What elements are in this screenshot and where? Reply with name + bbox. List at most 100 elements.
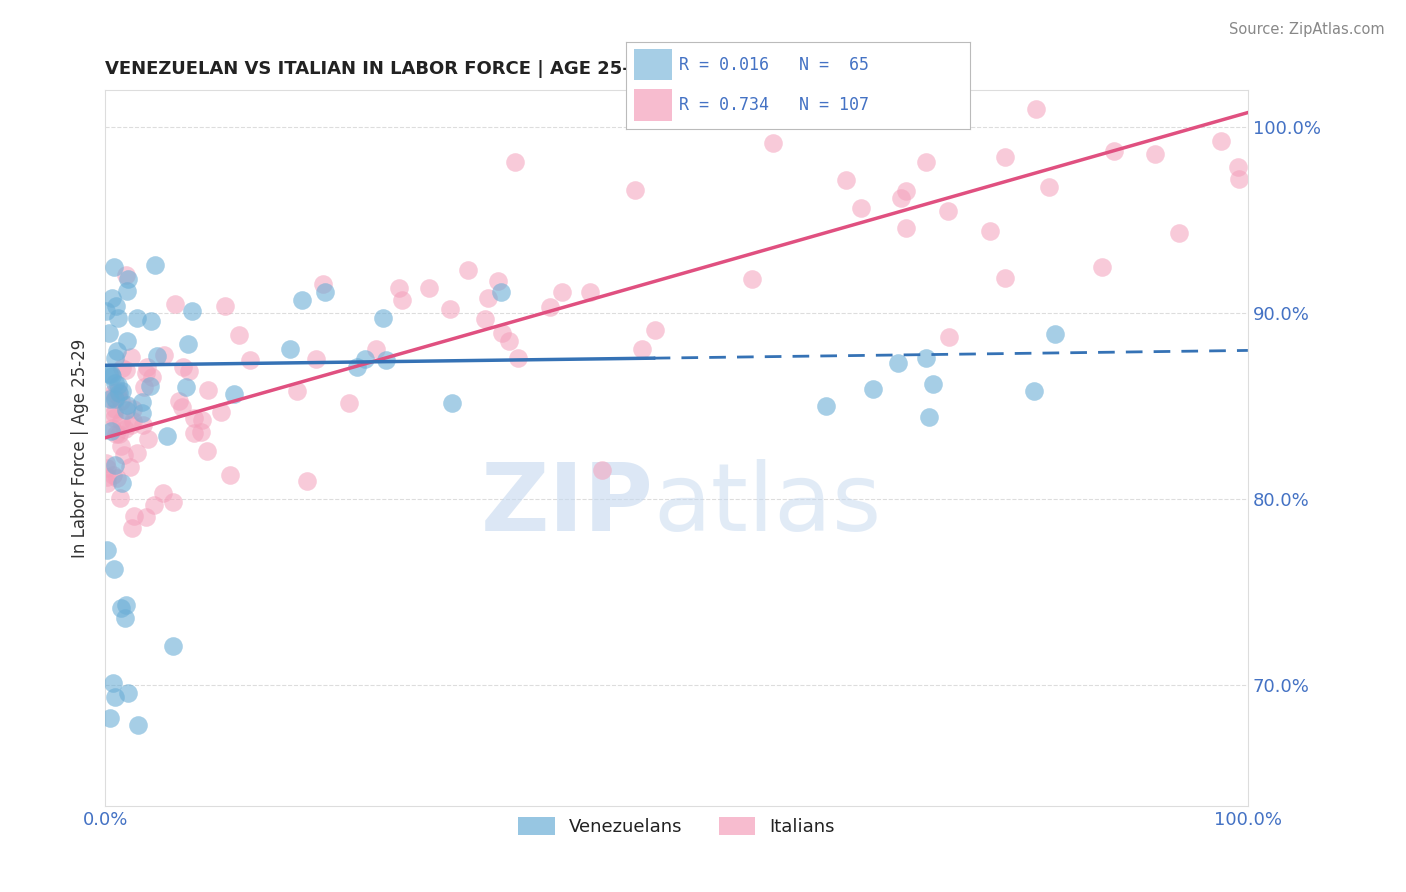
Point <box>388 281 411 295</box>
Point <box>167 393 190 408</box>
Bar <box>634 49 672 80</box>
Point <box>291 293 314 307</box>
Y-axis label: In Labor Force | Age 25-29: In Labor Force | Age 25-29 <box>72 338 89 558</box>
Point <box>890 191 912 205</box>
Point <box>96 304 118 318</box>
Point <box>761 136 783 150</box>
Point <box>1144 147 1167 161</box>
Point <box>491 326 513 340</box>
Point <box>1167 227 1189 241</box>
Point <box>894 220 917 235</box>
Point <box>938 330 960 344</box>
Point <box>117 285 139 299</box>
Point <box>104 690 127 704</box>
Point <box>1091 260 1114 274</box>
Point <box>103 406 125 420</box>
Text: ZIP: ZIP <box>481 459 654 551</box>
Point <box>550 285 572 300</box>
Point <box>1025 102 1047 116</box>
Point <box>922 376 945 391</box>
Point <box>195 443 218 458</box>
Point <box>117 272 139 286</box>
Point <box>1102 144 1125 158</box>
Point <box>418 281 440 295</box>
Point <box>181 304 204 318</box>
Point <box>172 401 194 415</box>
Point <box>97 326 120 340</box>
Point <box>222 387 245 401</box>
Point <box>105 343 128 358</box>
Point <box>107 384 129 398</box>
Point <box>136 360 159 375</box>
Point <box>371 310 394 325</box>
Point <box>104 402 127 417</box>
Point <box>101 676 124 690</box>
Point <box>177 364 200 378</box>
Point <box>486 274 509 288</box>
Point <box>131 395 153 409</box>
Point <box>107 389 129 403</box>
Point <box>835 172 858 186</box>
Point <box>136 432 159 446</box>
Point <box>121 414 143 428</box>
Point <box>111 384 134 398</box>
Point <box>305 352 328 367</box>
Point <box>849 201 872 215</box>
Point <box>190 425 212 440</box>
Point <box>591 463 613 477</box>
Point <box>135 509 157 524</box>
Point <box>139 379 162 393</box>
Point <box>103 562 125 576</box>
Point <box>503 155 526 169</box>
Point <box>489 285 512 300</box>
Point <box>101 421 124 435</box>
Point <box>107 311 129 326</box>
Point <box>624 183 647 197</box>
Point <box>314 285 336 300</box>
Point <box>142 499 165 513</box>
Point <box>894 184 917 198</box>
Point <box>110 440 132 454</box>
Point <box>108 491 131 506</box>
Point <box>162 640 184 654</box>
Point <box>1024 384 1046 399</box>
Point <box>114 599 136 613</box>
Point <box>337 396 360 410</box>
Point <box>174 380 197 394</box>
Point <box>862 382 884 396</box>
Point <box>98 392 121 406</box>
Point <box>104 351 127 365</box>
Point <box>101 291 124 305</box>
Point <box>538 300 561 314</box>
Point <box>104 458 127 472</box>
Point <box>101 467 124 482</box>
Point <box>191 412 214 426</box>
Point <box>110 414 132 428</box>
Point <box>139 314 162 328</box>
Point <box>96 469 118 483</box>
Point <box>141 370 163 384</box>
Text: R = 0.016   N =  65: R = 0.016 N = 65 <box>679 55 869 74</box>
Point <box>121 521 143 535</box>
Point <box>98 711 121 725</box>
Point <box>131 406 153 420</box>
Point <box>197 384 219 398</box>
Point <box>285 384 308 399</box>
Point <box>498 334 520 349</box>
Point <box>814 399 837 413</box>
Point <box>125 311 148 326</box>
Point <box>914 155 936 169</box>
Point <box>214 299 236 313</box>
Point <box>108 386 131 401</box>
Point <box>297 474 319 488</box>
Legend: Venezuelans, Italians: Venezuelans, Italians <box>512 809 842 843</box>
Text: VENEZUELAN VS ITALIAN IN LABOR FORCE | AGE 25-29 CORRELATION CHART: VENEZUELAN VS ITALIAN IN LABOR FORCE | A… <box>105 60 876 78</box>
Point <box>644 323 666 337</box>
Point <box>114 363 136 377</box>
Point <box>1038 179 1060 194</box>
Point <box>1227 172 1250 186</box>
Point <box>103 260 125 275</box>
Point <box>127 718 149 732</box>
Point <box>477 292 499 306</box>
Point <box>110 360 132 375</box>
